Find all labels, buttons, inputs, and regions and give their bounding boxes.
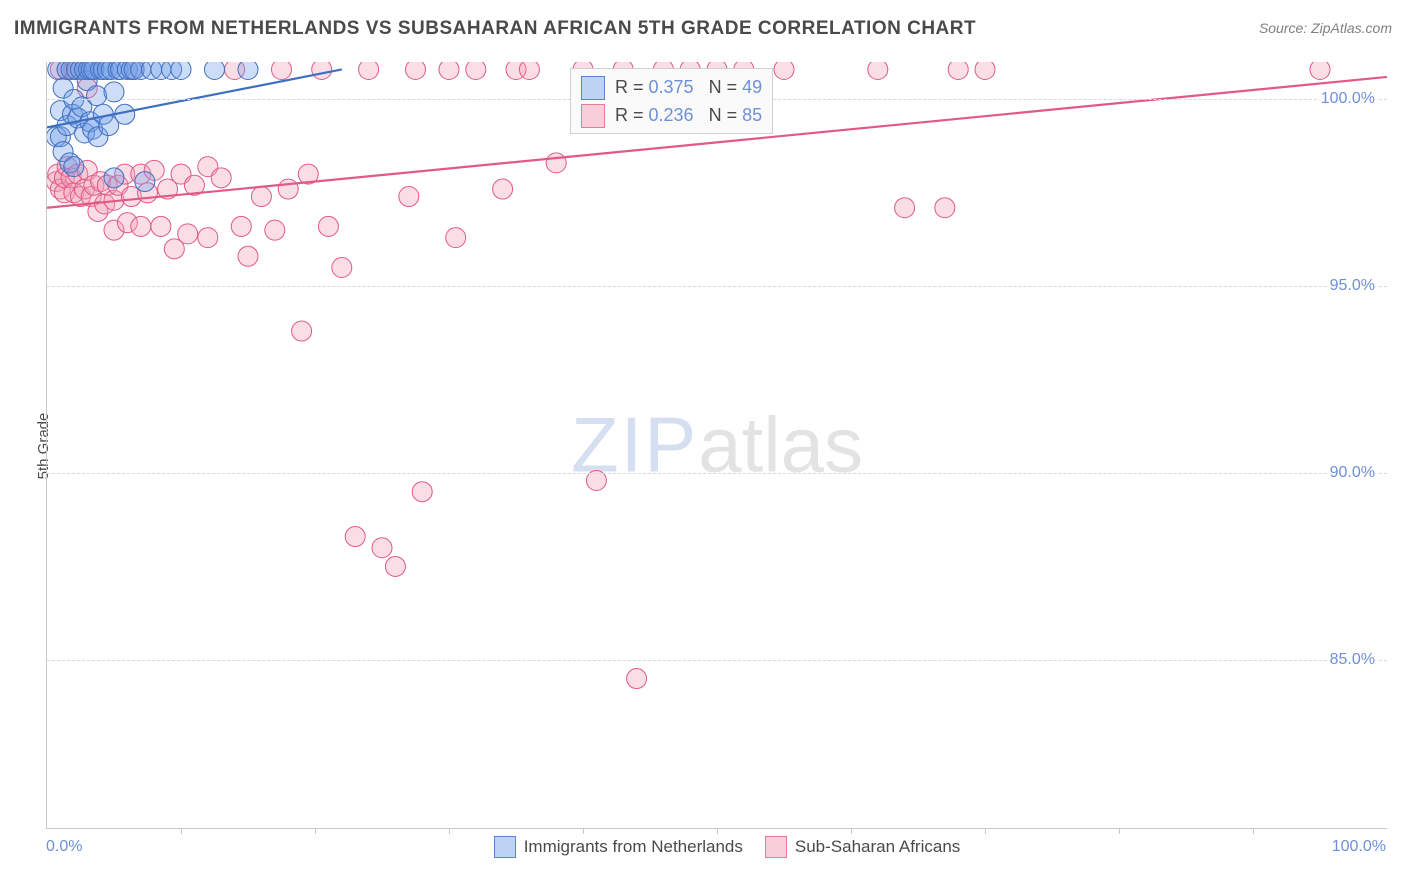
y-tick-label: 90.0% [1328, 464, 1377, 482]
data-point [64, 157, 84, 177]
data-point [231, 216, 251, 236]
data-point [312, 62, 332, 79]
data-point [466, 62, 486, 79]
legend-label: Sub-Saharan Africans [795, 837, 960, 856]
data-point [332, 258, 352, 278]
data-point [359, 62, 379, 79]
stats-row: R = 0.236 N = 85 [581, 101, 762, 129]
scatter-plot-svg [47, 62, 1387, 828]
data-point [399, 187, 419, 207]
x-minor-tick [449, 828, 450, 834]
data-point [546, 153, 566, 173]
x-minor-tick [717, 828, 718, 834]
legend: Immigrants from Netherlands Sub-Saharan A… [46, 836, 1386, 858]
data-point [446, 228, 466, 248]
data-point [151, 216, 171, 236]
stats-r-value: 0.375 [649, 77, 694, 97]
data-point [519, 62, 539, 79]
plot-area: ZIPatlas 85.0%90.0%95.0%100.0% [46, 62, 1387, 829]
grid-line [47, 660, 1387, 661]
stats-n-label: N = [694, 105, 743, 125]
data-point [205, 62, 225, 79]
data-point [198, 228, 218, 248]
grid-line [47, 286, 1387, 287]
data-point [345, 527, 365, 547]
stats-n-value: 49 [742, 77, 762, 97]
stats-row: R = 0.375 N = 49 [581, 73, 762, 101]
data-point [406, 62, 426, 79]
legend-label: Immigrants from Netherlands [524, 837, 743, 856]
data-point [975, 62, 995, 79]
data-point [385, 556, 405, 576]
data-point [87, 86, 107, 106]
y-tick-label: 100.0% [1319, 90, 1377, 108]
data-point [104, 168, 124, 188]
x-minor-tick [851, 828, 852, 834]
header: IMMIGRANTS FROM NETHERLANDS VS SUBSAHARA… [14, 18, 1392, 46]
legend-swatch [494, 836, 516, 858]
x-axis-bar: 0.0% 100.0% Immigrants from NetherlandsS… [46, 838, 1386, 878]
data-point [439, 62, 459, 79]
x-minor-tick [1119, 828, 1120, 834]
source-attribution: Source: ZipAtlas.com [1259, 20, 1392, 36]
source-link[interactable]: ZipAtlas.com [1311, 20, 1392, 36]
data-point [265, 220, 285, 240]
chart-title: IMMIGRANTS FROM NETHERLANDS VS SUBSAHARA… [14, 18, 976, 39]
data-point [774, 62, 794, 79]
data-point [278, 179, 298, 199]
data-point [251, 187, 271, 207]
data-point [627, 669, 647, 689]
data-point [868, 62, 888, 79]
legend-swatch [765, 836, 787, 858]
y-tick-label: 95.0% [1328, 277, 1377, 295]
data-point [895, 198, 915, 218]
data-point [238, 62, 258, 79]
stats-r-label: R = [615, 77, 649, 97]
data-point [412, 482, 432, 502]
data-point [292, 321, 312, 341]
stats-r-label: R = [615, 105, 649, 125]
x-minor-tick [181, 828, 182, 834]
data-point [238, 246, 258, 266]
x-minor-tick [583, 828, 584, 834]
data-point [318, 216, 338, 236]
stats-swatch [581, 76, 605, 100]
grid-line [47, 473, 1387, 474]
stats-n-value: 85 [742, 105, 762, 125]
stats-n-label: N = [694, 77, 743, 97]
x-minor-tick [985, 828, 986, 834]
data-point [171, 62, 191, 79]
source-label: Source: [1259, 20, 1307, 36]
stats-box: R = 0.375 N = 49R = 0.236 N = 85 [570, 68, 773, 134]
data-point [948, 62, 968, 79]
data-point [272, 62, 292, 79]
data-point [131, 216, 151, 236]
x-minor-tick [1253, 828, 1254, 834]
data-point [178, 224, 198, 244]
data-point [135, 172, 155, 192]
stats-swatch [581, 104, 605, 128]
data-point [1310, 62, 1330, 79]
data-point [372, 538, 392, 558]
data-point [211, 168, 231, 188]
data-point [935, 198, 955, 218]
data-point [493, 179, 513, 199]
x-minor-tick [315, 828, 316, 834]
y-tick-label: 85.0% [1328, 651, 1377, 669]
stats-r-value: 0.236 [649, 105, 694, 125]
